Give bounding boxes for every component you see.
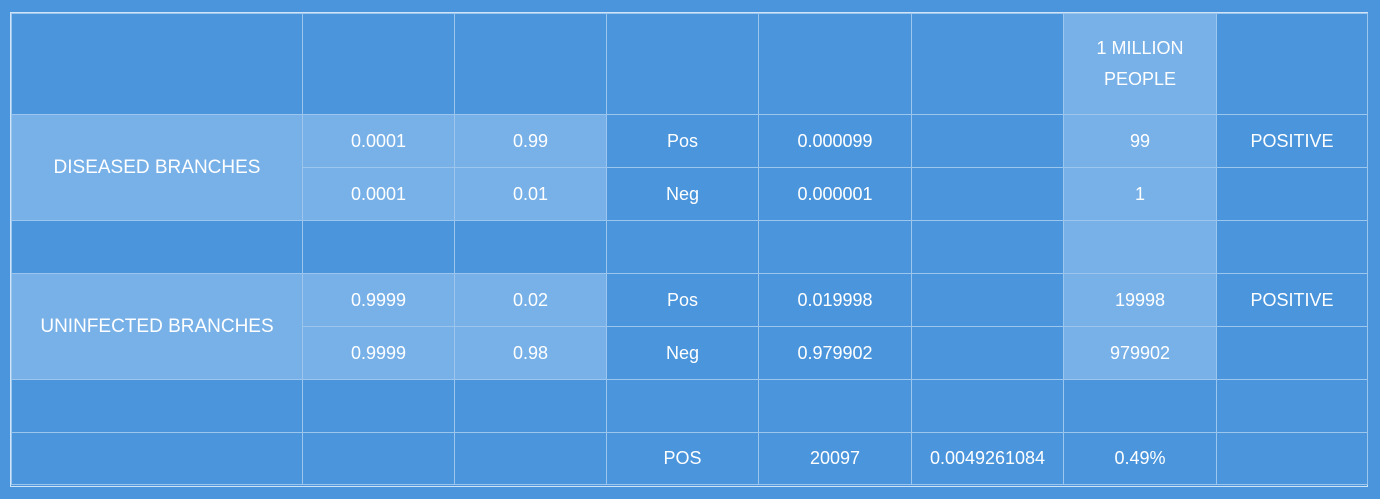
prior-cell: 0.9999 bbox=[302, 326, 455, 380]
test-rate-cell: 0.01 bbox=[454, 167, 607, 221]
spacer-row bbox=[11, 220, 1368, 274]
count-cell: 979902 bbox=[1063, 326, 1217, 380]
diseased-branches-label: DISEASED BRANCHES bbox=[11, 114, 303, 221]
prior-cell: 0.9999 bbox=[302, 273, 455, 327]
header-empty-cell bbox=[454, 13, 607, 115]
empty-cell bbox=[911, 379, 1064, 433]
header-empty-cell bbox=[1216, 13, 1368, 115]
joint-probability-cell: 0.979902 bbox=[758, 326, 912, 380]
table-row: 0.9999 0.98 Neg 0.979902 979902 bbox=[12, 326, 1368, 380]
joint-probability-cell: 0.000099 bbox=[758, 114, 912, 168]
result-cell: Neg bbox=[606, 326, 759, 380]
count-cell: 99 bbox=[1063, 114, 1217, 168]
empty-cell bbox=[454, 220, 607, 274]
joint-probability-cell: 0.019998 bbox=[758, 273, 912, 327]
uninfected-branches-label: UNINFECTED BRANCHES bbox=[11, 273, 303, 380]
prior-cell: 0.0001 bbox=[302, 114, 455, 168]
ratio-cell: 0.0049261084 bbox=[911, 432, 1064, 485]
result-cell: Neg bbox=[606, 167, 759, 221]
empty-cell bbox=[302, 379, 455, 433]
table-row: 0.0001 0.01 Neg 0.000001 1 bbox=[12, 167, 1368, 221]
header-empty-cell bbox=[302, 13, 455, 115]
empty-cell bbox=[758, 220, 912, 274]
test-rate-cell: 0.98 bbox=[454, 326, 607, 380]
empty-cell bbox=[911, 114, 1064, 168]
empty-cell bbox=[606, 220, 759, 274]
empty-cell bbox=[911, 326, 1064, 380]
bayes-probability-table: 1 MILLION PEOPLE DISEASED BRANCHES 0.000… bbox=[11, 13, 1368, 485]
percent-cell: 0.49% bbox=[1063, 432, 1217, 485]
header-row: 1 MILLION PEOPLE bbox=[11, 13, 1368, 115]
positive-flag-cell: POSITIVE bbox=[1216, 273, 1368, 327]
count-cell: 1 bbox=[1063, 167, 1217, 221]
empty-cell bbox=[1216, 379, 1368, 433]
count-cell: 19998 bbox=[1063, 273, 1217, 327]
header-empty-cell bbox=[758, 13, 912, 115]
positive-flag-cell: POSITIVE bbox=[1216, 114, 1368, 168]
empty-cell bbox=[11, 379, 303, 433]
result-cell: Pos bbox=[606, 273, 759, 327]
empty-cell bbox=[302, 220, 455, 274]
empty-cell bbox=[911, 273, 1064, 327]
empty-cell bbox=[454, 432, 607, 485]
empty-cell bbox=[302, 432, 455, 485]
spacer-row bbox=[11, 379, 1368, 433]
empty-cell bbox=[911, 167, 1064, 221]
empty-cell bbox=[11, 432, 303, 485]
empty-cell bbox=[1216, 220, 1368, 274]
summary-label-cell: POS bbox=[606, 432, 759, 485]
table-row: UNINFECTED BRANCHES 0.9999 0.02 Pos 0.01… bbox=[11, 273, 1368, 380]
header-empty-cell bbox=[911, 13, 1064, 115]
header-empty-cell bbox=[11, 13, 303, 115]
test-rate-cell: 0.99 bbox=[454, 114, 607, 168]
summary-row: POS 20097 0.0049261084 0.49% bbox=[11, 432, 1368, 485]
header-empty-cell bbox=[606, 13, 759, 115]
bayes-table-frame: 1 MILLION PEOPLE DISEASED BRANCHES 0.000… bbox=[10, 12, 1368, 487]
empty-cell bbox=[1063, 379, 1217, 433]
table-row: DISEASED BRANCHES 0.0001 0.99 Pos 0.0000… bbox=[11, 114, 1368, 221]
empty-cell bbox=[11, 220, 303, 274]
total-positive-cell: 20097 bbox=[758, 432, 912, 485]
empty-cell bbox=[1216, 326, 1368, 380]
joint-probability-cell: 0.000001 bbox=[758, 167, 912, 221]
empty-cell bbox=[1216, 167, 1368, 221]
prior-cell: 0.0001 bbox=[302, 167, 455, 221]
result-cell: Pos bbox=[606, 114, 759, 168]
empty-cell bbox=[758, 379, 912, 433]
empty-cell bbox=[606, 379, 759, 433]
empty-cell bbox=[1216, 432, 1368, 485]
population-header: 1 MILLION PEOPLE bbox=[1063, 13, 1217, 115]
test-rate-cell: 0.02 bbox=[454, 273, 607, 327]
empty-cell bbox=[1063, 220, 1217, 274]
empty-cell bbox=[454, 379, 607, 433]
empty-cell bbox=[911, 220, 1064, 274]
